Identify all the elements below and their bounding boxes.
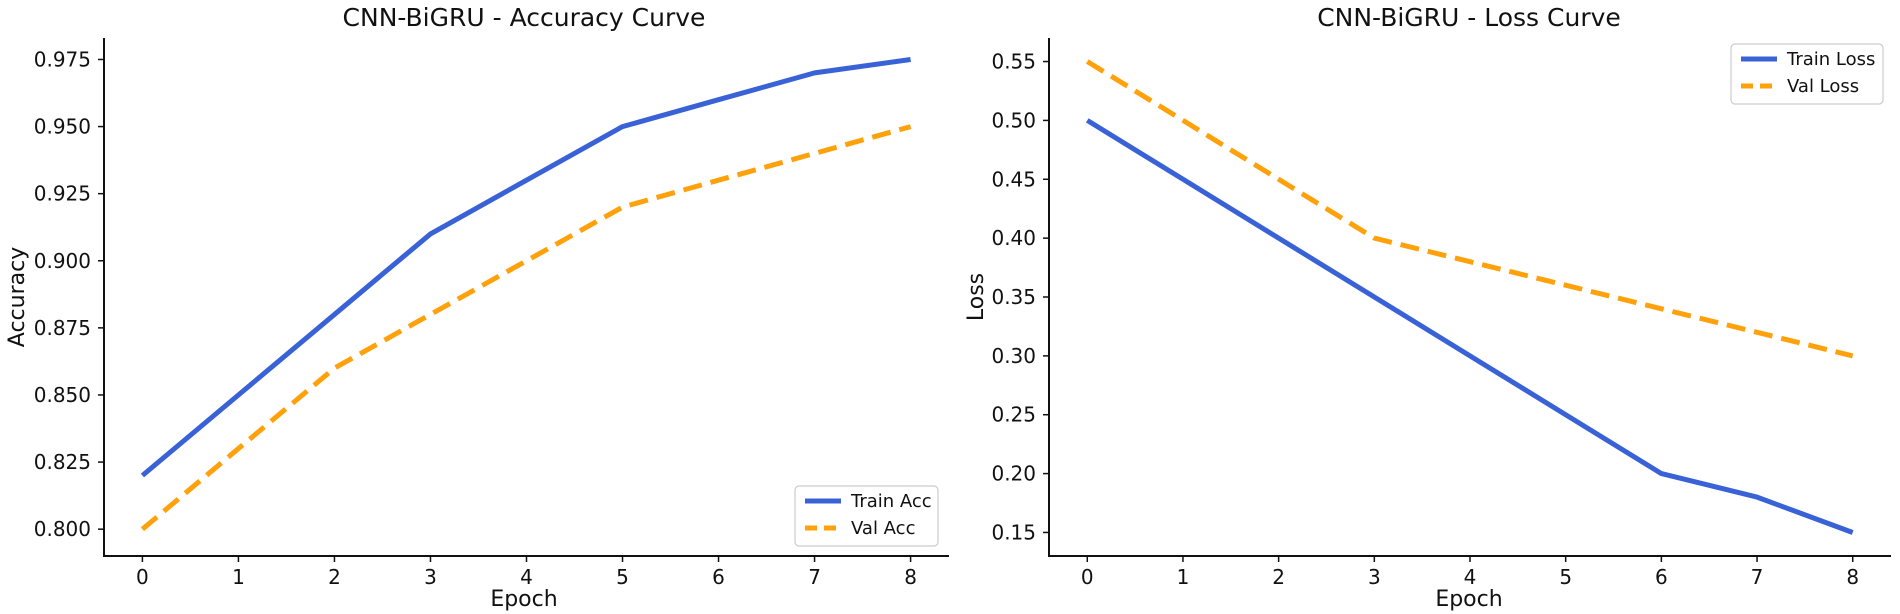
legend-label-train-loss: Train Loss [1786, 49, 1875, 70]
x-tick-label: 7 [1751, 565, 1764, 589]
x-ticks: 0 1 2 3 4 5 6 7 8 [136, 556, 917, 589]
y-tick-label: 0.875 [34, 316, 91, 340]
series-lines [140, 57, 912, 532]
x-tick-label: 8 [904, 565, 917, 589]
y-axis-label: Accuracy [5, 247, 30, 347]
x-tick-label: 6 [712, 565, 725, 589]
accuracy-chart: CNN-BiGRU - Accuracy Curve 0.8000.8250.8… [5, 3, 949, 612]
y-tick-label: 0.15 [991, 520, 1036, 544]
x-ticks: 0 1 2 3 4 5 6 7 8 [1081, 556, 1859, 589]
y-ticks: 0.800 0.825 0.850 0.875 0.900 0.925 0.950 0.975 [34, 47, 104, 541]
x-tick-label: 7 [808, 565, 821, 589]
series-line-train-acc [140, 57, 911, 478]
loss-chart: CNN-BiGRU - Loss Curve 0.150.200.250.300… [964, 3, 1891, 612]
legend-label-val-loss: Val Loss [1787, 76, 1859, 97]
x-tick-label: 2 [1272, 565, 1285, 589]
y-tick-label: 0.900 [34, 249, 91, 273]
x-tick-label: 1 [232, 565, 245, 589]
legend: Train Loss Val Loss [1730, 43, 1884, 105]
x-tick-label: 2 [328, 565, 341, 589]
x-axis-label: Epoch [1435, 587, 1502, 612]
y-tick-label: 0.30 [991, 344, 1036, 368]
y-ticks: 0.15 0.20 0.25 0.30 0.35 0.40 0.45 0.50 0.55 [991, 50, 1049, 544]
x-tick-label: 0 [1081, 565, 1094, 589]
legend-label-train-acc: Train Acc [850, 491, 932, 512]
y-tick-label: 0.975 [34, 47, 91, 71]
y-tick-label: 0.950 [34, 115, 91, 139]
x-tick-label: 3 [424, 565, 437, 589]
x-tick-label: 4 [1464, 565, 1477, 589]
y-tick-label: 0.800 [34, 517, 91, 541]
x-tick-label: 8 [1846, 565, 1859, 589]
y-tick-label: 0.45 [991, 167, 1036, 191]
x-tick-label: 1 [1177, 565, 1190, 589]
legend-label-val-acc: Val Acc [851, 518, 915, 539]
x-tick-label: 6 [1655, 565, 1668, 589]
x-tick-label: 5 [1559, 565, 1572, 589]
y-tick-label: 0.50 [991, 108, 1036, 132]
legend: Train Acc Val Acc [794, 485, 939, 547]
y-tick-label: 0.35 [991, 285, 1036, 309]
x-tick-label: 5 [616, 565, 629, 589]
chart-title: CNN-BiGRU - Accuracy Curve [343, 3, 706, 32]
x-tick-label: 3 [1368, 565, 1381, 589]
y-tick-label: 0.825 [34, 450, 91, 474]
x-tick-label: 4 [520, 565, 533, 589]
series-line-val-loss [1085, 59, 1854, 359]
series-line-train-loss [1085, 118, 1854, 535]
series-lines [1085, 59, 1854, 535]
x-tick-label: 0 [136, 565, 149, 589]
x-axis-label: Epoch [490, 587, 557, 612]
y-tick-label: 0.40 [991, 226, 1036, 250]
y-tick-label: 0.20 [991, 462, 1036, 486]
y-tick-label: 0.925 [34, 182, 91, 206]
chart-title: CNN-BiGRU - Loss Curve [1317, 3, 1621, 32]
y-axis-label: Loss [964, 273, 989, 321]
y-tick-label: 0.25 [991, 403, 1036, 427]
y-tick-label: 0.850 [34, 383, 91, 407]
series-line-val-acc [140, 124, 912, 532]
y-tick-label: 0.55 [991, 50, 1036, 74]
